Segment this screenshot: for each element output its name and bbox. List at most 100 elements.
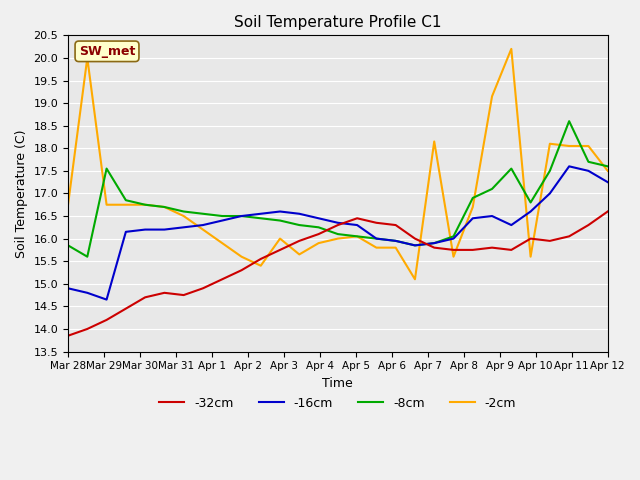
-32cm: [64, 333, 72, 338]
-32cm: [584, 222, 592, 228]
-32cm: [450, 247, 458, 253]
-2cm: [237, 254, 245, 260]
-16cm: [257, 211, 264, 216]
-32cm: [527, 236, 534, 241]
Line: -16cm: -16cm: [68, 167, 608, 300]
-2cm: [469, 204, 477, 210]
-8cm: [353, 233, 361, 239]
-2cm: [64, 202, 72, 208]
-2cm: [122, 202, 130, 208]
-32cm: [237, 267, 245, 273]
-2cm: [508, 46, 515, 52]
-32cm: [141, 294, 149, 300]
-32cm: [565, 233, 573, 239]
-16cm: [161, 227, 168, 232]
Line: -2cm: -2cm: [68, 49, 608, 279]
-8cm: [64, 242, 72, 248]
-16cm: [527, 209, 534, 215]
-2cm: [334, 236, 342, 241]
Y-axis label: Soil Temperature (C): Soil Temperature (C): [15, 129, 28, 258]
-2cm: [527, 254, 534, 260]
-32cm: [315, 231, 323, 237]
-16cm: [276, 209, 284, 215]
-32cm: [546, 238, 554, 244]
-8cm: [469, 195, 477, 201]
Line: -8cm: -8cm: [68, 121, 608, 257]
-32cm: [276, 247, 284, 253]
-16cm: [430, 240, 438, 246]
Title: Soil Temperature Profile C1: Soil Temperature Profile C1: [234, 15, 442, 30]
-8cm: [488, 186, 496, 192]
-16cm: [353, 222, 361, 228]
-16cm: [450, 236, 458, 241]
-16cm: [584, 168, 592, 174]
-16cm: [180, 225, 188, 230]
-2cm: [546, 141, 554, 146]
-8cm: [199, 211, 207, 216]
-32cm: [161, 290, 168, 296]
-2cm: [161, 204, 168, 210]
-32cm: [508, 247, 515, 253]
-2cm: [604, 168, 612, 174]
-2cm: [411, 276, 419, 282]
-32cm: [218, 276, 226, 282]
-8cm: [546, 168, 554, 174]
Line: -32cm: -32cm: [68, 212, 608, 336]
-8cm: [161, 204, 168, 210]
Text: SW_met: SW_met: [79, 45, 135, 58]
-2cm: [296, 252, 303, 257]
-2cm: [180, 213, 188, 219]
-16cm: [604, 179, 612, 185]
-32cm: [83, 326, 91, 332]
-16cm: [546, 191, 554, 196]
-8cm: [372, 236, 380, 241]
-32cm: [180, 292, 188, 298]
-8cm: [527, 200, 534, 205]
-2cm: [584, 143, 592, 149]
-8cm: [430, 240, 438, 246]
-2cm: [103, 202, 111, 208]
-2cm: [315, 240, 323, 246]
-2cm: [276, 236, 284, 241]
-8cm: [237, 213, 245, 219]
-8cm: [103, 166, 111, 171]
-16cm: [122, 229, 130, 235]
-32cm: [392, 222, 399, 228]
-8cm: [584, 159, 592, 165]
-2cm: [565, 143, 573, 149]
-8cm: [565, 118, 573, 124]
-2cm: [257, 263, 264, 269]
-8cm: [218, 213, 226, 219]
-32cm: [430, 245, 438, 251]
-16cm: [103, 297, 111, 302]
-16cm: [64, 286, 72, 291]
-16cm: [296, 211, 303, 216]
-2cm: [141, 202, 149, 208]
-32cm: [353, 216, 361, 221]
-16cm: [218, 217, 226, 223]
-8cm: [334, 231, 342, 237]
-8cm: [450, 233, 458, 239]
-2cm: [450, 254, 458, 260]
-8cm: [180, 209, 188, 215]
-16cm: [372, 236, 380, 241]
-8cm: [296, 222, 303, 228]
-2cm: [218, 240, 226, 246]
-2cm: [83, 55, 91, 61]
-8cm: [83, 254, 91, 260]
-32cm: [103, 317, 111, 323]
-32cm: [372, 220, 380, 226]
-8cm: [411, 242, 419, 248]
-16cm: [141, 227, 149, 232]
-2cm: [430, 139, 438, 144]
-16cm: [315, 216, 323, 221]
-8cm: [604, 164, 612, 169]
-32cm: [296, 238, 303, 244]
-16cm: [334, 220, 342, 226]
-2cm: [353, 233, 361, 239]
-32cm: [122, 306, 130, 312]
-32cm: [334, 222, 342, 228]
-2cm: [199, 227, 207, 232]
-32cm: [469, 247, 477, 253]
-8cm: [315, 225, 323, 230]
